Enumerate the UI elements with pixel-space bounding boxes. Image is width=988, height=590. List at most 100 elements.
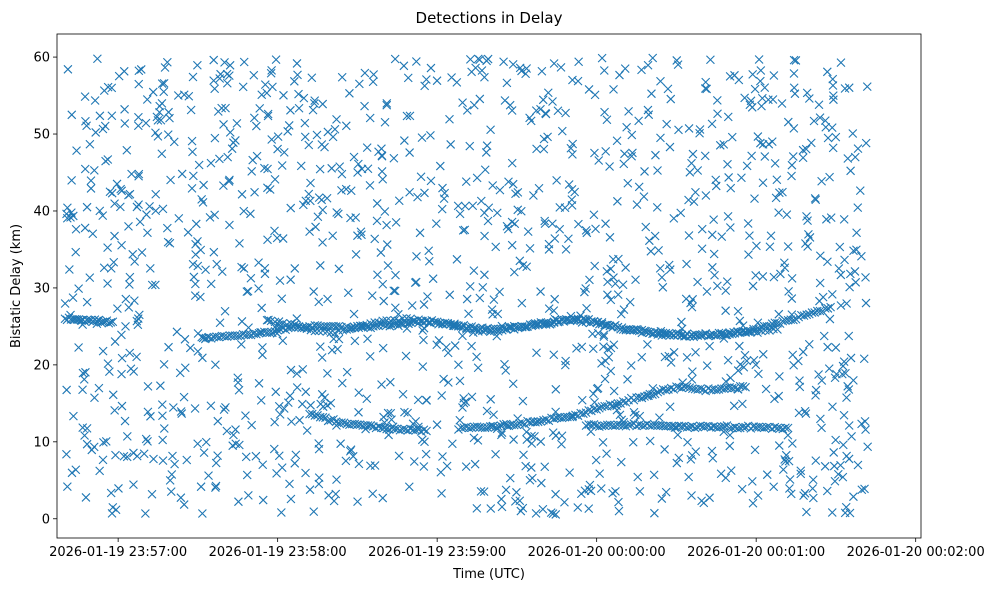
clutter-point: [286, 203, 296, 213]
clutter-point: [574, 219, 583, 229]
clutter-point: [776, 269, 785, 279]
clutter-point: [155, 381, 165, 391]
track-point: [442, 319, 451, 329]
clutter-point: [452, 254, 462, 264]
clutter-point: [341, 456, 351, 466]
clutter-point: [252, 151, 262, 161]
clutter-point: [210, 210, 220, 220]
clutter-point: [134, 79, 144, 89]
clutter-point: [568, 412, 577, 422]
clutter-point: [348, 451, 358, 461]
clutter-point: [804, 230, 813, 239]
clutter-point: [404, 482, 414, 492]
clutter-point: [840, 255, 849, 265]
clutter-point: [298, 200, 308, 210]
clutter-point: [723, 355, 733, 365]
track-point: [778, 424, 788, 434]
clutter-point: [129, 367, 139, 376]
track-point: [565, 412, 575, 422]
clutter-point: [389, 286, 399, 296]
clutter-point: [801, 144, 811, 154]
clutter-point: [328, 132, 338, 142]
clutter-point: [349, 309, 359, 319]
clutter-point: [468, 328, 478, 338]
track-point: [717, 422, 727, 432]
clutter-point: [133, 121, 143, 131]
clutter-point: [104, 367, 114, 377]
clutter-point: [249, 113, 259, 123]
clutter-point: [593, 383, 603, 393]
clutter-point: [469, 266, 479, 276]
clutter-point: [275, 409, 285, 419]
clutter-point: [417, 435, 427, 445]
clutter-point: [723, 112, 733, 122]
clutter-point: [195, 292, 205, 302]
clutter-point: [674, 125, 683, 135]
clutter-point: [831, 132, 841, 142]
clutter-point: [119, 451, 129, 461]
clutter-point: [734, 75, 744, 85]
clutter-point: [539, 144, 549, 154]
clutter-point: [522, 427, 531, 437]
clutter-point: [271, 55, 281, 64]
clutter-point: [516, 506, 526, 516]
track-point: [826, 302, 836, 312]
clutter-point: [141, 434, 151, 444]
track-point: [378, 316, 388, 326]
clutter-point: [541, 108, 550, 118]
clutter-point: [159, 79, 169, 88]
clutter-point: [165, 238, 175, 248]
clutter-point: [213, 107, 223, 116]
clutter-point: [106, 488, 116, 498]
track-point: [685, 383, 695, 392]
clutter-point: [268, 82, 277, 92]
track-point: [236, 331, 245, 341]
clutter-point: [143, 437, 152, 446]
clutter-point: [117, 240, 126, 250]
plot-area-frame: [56, 33, 922, 539]
clutter-point: [124, 221, 133, 231]
clutter-point: [468, 201, 478, 211]
clutter-point: [820, 461, 830, 471]
clutter-point: [769, 71, 779, 80]
clutter-point: [614, 497, 623, 507]
clutter-point: [633, 472, 643, 482]
clutter-point: [356, 227, 366, 237]
clutter-point: [810, 194, 820, 203]
clutter-point: [380, 117, 390, 127]
clutter-point: [515, 63, 525, 73]
clutter-point: [246, 209, 255, 219]
clutter-point: [242, 287, 252, 297]
clutter-point: [784, 287, 794, 296]
clutter-point: [140, 509, 150, 518]
clutter-point: [497, 321, 507, 331]
clutter-point: [750, 84, 760, 94]
clutter-point: [708, 453, 718, 463]
clutter-point: [801, 239, 810, 248]
clutter-point: [421, 449, 431, 459]
clutter-point: [656, 76, 665, 86]
clutter-point: [301, 468, 310, 478]
clutter-point: [791, 56, 801, 65]
clutter-point: [501, 485, 511, 495]
clutter-point: [317, 140, 327, 149]
track-point: [673, 330, 683, 340]
clutter-point: [747, 151, 757, 161]
clutter-point: [576, 311, 585, 321]
clutter-point: [188, 171, 198, 181]
clutter-point: [260, 263, 270, 273]
clutter-point: [353, 168, 362, 177]
clutter-point: [378, 279, 388, 289]
clutter-point: [62, 213, 72, 223]
clutter-point: [193, 346, 203, 356]
clutter-point: [814, 100, 824, 110]
clutter-point: [120, 119, 130, 128]
clutter-point: [684, 231, 694, 240]
track-point: [314, 326, 324, 336]
clutter-point: [80, 92, 90, 102]
clutter-point: [279, 404, 289, 413]
clutter-point: [651, 150, 660, 160]
clutter-point: [251, 451, 261, 461]
clutter-point: [850, 152, 860, 162]
track-point: [621, 325, 631, 335]
